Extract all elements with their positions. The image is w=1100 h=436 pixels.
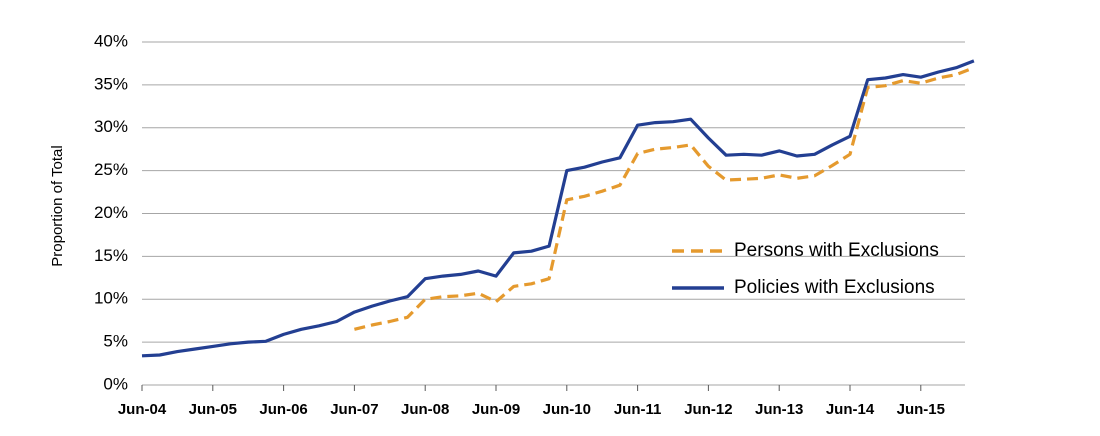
y-tick-label: 0% xyxy=(103,374,128,393)
x-tick-label: Jun-04 xyxy=(118,401,167,418)
x-tick-label: Jun-11 xyxy=(614,401,662,418)
series-line-policies xyxy=(141,59,975,358)
x-tick-label: Jun-15 xyxy=(897,401,945,418)
x-tick-label: Jun-13 xyxy=(755,401,803,418)
x-tick-label: Jun-14 xyxy=(826,401,875,418)
y-tick-label: 40% xyxy=(94,31,128,50)
y-tick-label: 35% xyxy=(94,74,128,93)
y-axis-label: Proportion of Total xyxy=(49,145,66,266)
x-axis-ticks: Jun-04 Jun-05 Jun-06 Jun-07 Jun-08 Jun-09 Jun-… xyxy=(118,385,945,418)
y-tick-label: 15% xyxy=(94,246,128,265)
legend-label-persons: Persons with Exclusions xyxy=(734,240,939,261)
series-lines xyxy=(141,59,975,358)
y-axis-ticks: 0% 5% 10% 15% 20% 25% 30% 35% 40% xyxy=(94,31,128,393)
x-tick-label: Jun-12 xyxy=(684,401,732,418)
y-tick-label: 30% xyxy=(94,117,128,136)
x-tick-label: Jun-10 xyxy=(543,401,591,418)
y-tick-label: 20% xyxy=(94,203,128,222)
x-tick-label: Jun-07 xyxy=(330,401,378,418)
x-tick-label: Jun-09 xyxy=(472,401,520,418)
x-tick-label: Jun-05 xyxy=(189,401,237,418)
series-line-persons xyxy=(354,66,975,331)
y-tick-label: 25% xyxy=(94,160,128,179)
gridlines xyxy=(142,41,965,386)
x-tick-label: Jun-08 xyxy=(401,401,449,418)
legend-label-policies: Policies with Exclusions xyxy=(734,277,935,298)
x-tick-label: Jun-06 xyxy=(259,401,307,418)
legend: Persons with Exclusions Policies with Ex… xyxy=(672,240,939,298)
y-tick-label: 10% xyxy=(94,289,128,308)
y-tick-label: 5% xyxy=(103,332,128,351)
